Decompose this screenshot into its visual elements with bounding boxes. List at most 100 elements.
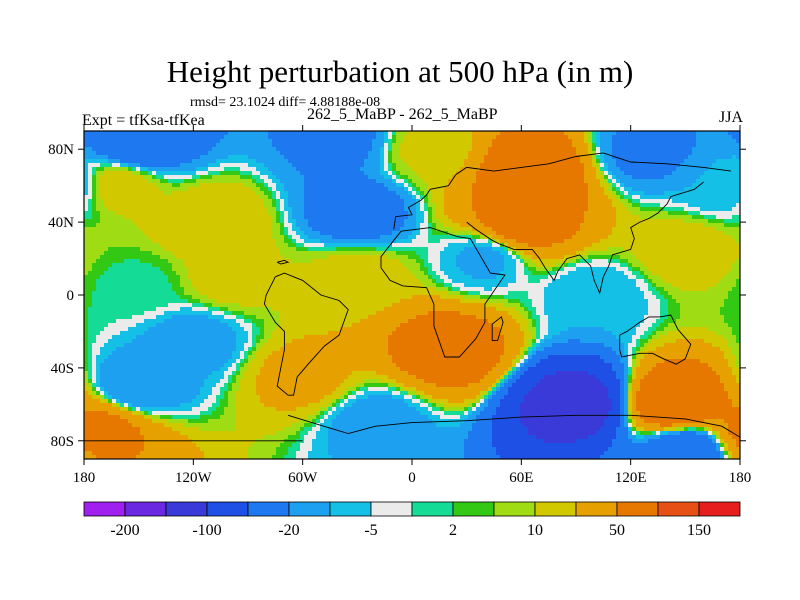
field-cell xyxy=(304,191,309,196)
field-cell xyxy=(84,315,89,320)
field-cell xyxy=(168,155,173,160)
field-cell xyxy=(244,295,249,300)
field-cell xyxy=(84,367,89,372)
field-cell xyxy=(212,419,217,424)
field-cell xyxy=(192,363,197,368)
field-cell xyxy=(292,227,297,232)
field-cell xyxy=(276,407,281,412)
field-cell xyxy=(304,143,309,148)
field-cell xyxy=(252,367,257,372)
field-cell xyxy=(216,239,221,244)
field-cell xyxy=(112,443,117,448)
field-cell xyxy=(204,399,209,404)
field-cell xyxy=(156,387,161,392)
field-cell xyxy=(96,367,101,372)
field-cell xyxy=(324,199,329,204)
field-cell xyxy=(312,395,317,400)
field-cell xyxy=(136,319,141,324)
field-cell xyxy=(192,187,197,192)
field-cell xyxy=(296,423,301,428)
field-cell xyxy=(216,379,221,384)
field-cell xyxy=(280,239,285,244)
field-cell xyxy=(164,319,169,324)
field-cell xyxy=(136,139,141,144)
field-cell xyxy=(256,447,261,452)
field-cell xyxy=(204,415,209,420)
field-cell xyxy=(92,291,97,296)
field-cell xyxy=(288,287,293,292)
field-cell xyxy=(288,239,293,244)
field-cell xyxy=(276,167,281,172)
field-cell xyxy=(152,163,157,168)
field-cell xyxy=(168,451,173,456)
field-cell xyxy=(88,131,93,136)
field-cell xyxy=(212,183,217,188)
field-cell xyxy=(300,163,305,168)
field-cell xyxy=(264,147,269,152)
field-cell xyxy=(264,315,269,320)
field-cell xyxy=(120,375,125,380)
field-cell xyxy=(260,399,265,404)
field-cell xyxy=(240,335,245,340)
field-cell xyxy=(212,211,217,216)
field-cell xyxy=(248,319,253,324)
field-cell xyxy=(232,155,237,160)
field-cell xyxy=(312,443,317,448)
field-cell xyxy=(256,395,261,400)
field-cell xyxy=(236,343,241,348)
field-cell xyxy=(216,139,221,144)
field-cell xyxy=(188,383,193,388)
field-cell xyxy=(316,295,321,300)
field-cell xyxy=(320,395,325,400)
field-cell xyxy=(224,447,229,452)
field-cell xyxy=(112,259,117,264)
field-cell xyxy=(144,207,149,212)
field-cell xyxy=(172,319,177,324)
field-cell xyxy=(296,339,301,344)
field-cell xyxy=(168,135,173,140)
field-cell xyxy=(268,199,273,204)
field-cell xyxy=(320,155,325,160)
field-cell xyxy=(116,427,121,432)
field-cell xyxy=(144,187,149,192)
field-cell xyxy=(112,439,117,444)
field-cell xyxy=(220,199,225,204)
field-cell xyxy=(248,407,253,412)
field-cell xyxy=(144,347,149,352)
field-cell xyxy=(212,375,217,380)
field-cell xyxy=(164,399,169,404)
field-cell xyxy=(284,239,289,244)
field-cell xyxy=(132,223,137,228)
field-cell xyxy=(172,211,177,216)
field-cell xyxy=(196,387,201,392)
field-cell xyxy=(116,319,121,324)
field-cell xyxy=(128,199,133,204)
field-cell xyxy=(280,255,285,260)
field-cell xyxy=(304,203,309,208)
field-cell xyxy=(168,455,173,459)
field-cell xyxy=(216,319,221,324)
field-cell xyxy=(224,183,229,188)
field-cell xyxy=(204,271,209,276)
field-cell xyxy=(308,327,313,332)
field-cell xyxy=(196,431,201,436)
field-cell xyxy=(128,375,133,380)
field-cell xyxy=(88,291,93,296)
field-cell xyxy=(240,255,245,260)
field-cell xyxy=(316,199,321,204)
field-cell xyxy=(216,291,221,296)
field-cell xyxy=(304,263,309,268)
field-cell xyxy=(108,367,113,372)
field-cell xyxy=(248,183,253,188)
field-cell xyxy=(88,211,93,216)
field-cell xyxy=(296,159,301,164)
field-cell xyxy=(116,407,121,412)
field-cell xyxy=(148,407,153,412)
field-cell xyxy=(316,375,321,380)
field-cell xyxy=(316,219,321,224)
field-cell xyxy=(268,247,273,252)
field-cell xyxy=(160,203,165,208)
field-cell xyxy=(236,447,241,452)
field-cell xyxy=(232,163,237,168)
field-cell xyxy=(128,299,133,304)
